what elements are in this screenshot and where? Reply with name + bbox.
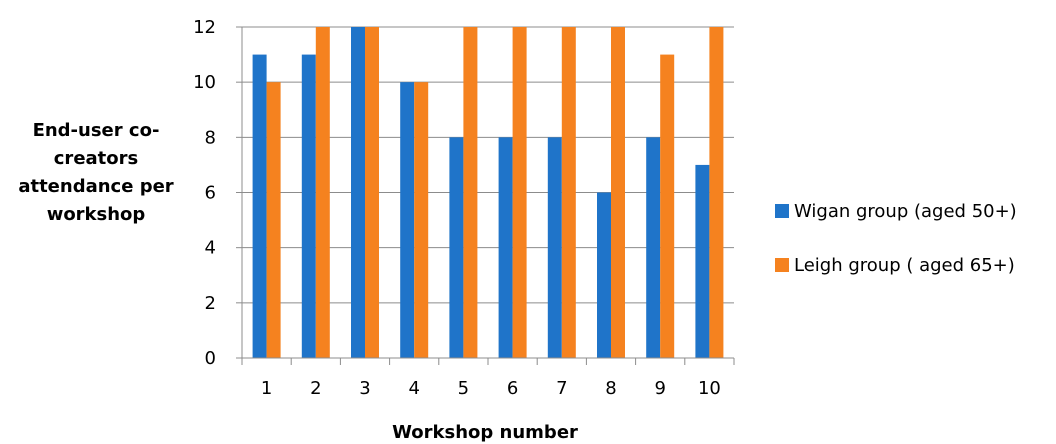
legend-label: Leigh group ( aged 65+) xyxy=(794,255,1015,276)
x-tick-label: 5 xyxy=(458,378,469,399)
bar-leigh-9 xyxy=(660,54,675,358)
bar-wigan-3 xyxy=(351,27,365,358)
axes xyxy=(236,26,735,365)
y-axis-title-line: workshop xyxy=(47,204,146,225)
legend-swatch xyxy=(775,258,789,272)
bar-wigan-2 xyxy=(301,54,316,358)
x-tick-label: 2 xyxy=(310,378,321,399)
y-axis-title-line: attendance per xyxy=(18,176,173,197)
x-tick-label: 4 xyxy=(408,378,419,399)
legend-label: Wigan group (aged 50+) xyxy=(794,201,1017,222)
x-tick-label: 8 xyxy=(605,378,616,399)
x-tick-label: 3 xyxy=(359,378,370,399)
bar-wigan-4 xyxy=(400,82,415,359)
bars xyxy=(252,27,724,359)
bar-wigan-8 xyxy=(597,192,611,358)
bar-leigh-7 xyxy=(561,27,576,358)
y-tick-label: 10 xyxy=(193,72,216,93)
y-tick-label: 0 xyxy=(205,348,216,369)
y-axis-title-line: End-user co- xyxy=(33,120,160,141)
y-tick-label: 12 xyxy=(193,17,216,38)
bar-wigan-7 xyxy=(547,137,562,358)
x-axis-title: Workshop number xyxy=(392,422,578,443)
x-tick-labels: 1 2 3 4 5 6 7 8 9 10 xyxy=(261,378,721,399)
y-tick-label: 8 xyxy=(205,127,216,148)
bar-leigh-4 xyxy=(414,82,429,359)
y-tick-label: 4 xyxy=(205,238,216,259)
bar-wigan-1 xyxy=(252,54,267,358)
legend-swatch xyxy=(775,204,789,218)
bar-leigh-10 xyxy=(709,27,724,358)
bar-leigh-8 xyxy=(611,27,625,358)
bar-leigh-1 xyxy=(266,82,281,359)
x-tick-label: 10 xyxy=(698,378,721,399)
y-axis-title-line: creators xyxy=(54,148,138,169)
x-tick-label: 1 xyxy=(261,378,272,399)
y-tick-label: 6 xyxy=(205,183,216,204)
y-axis-title: End-user co-creators attendance per worksh… xyxy=(18,120,173,225)
y-tick-label: 2 xyxy=(205,293,216,314)
y-tick-labels: 0 2 4 6 8 10 12 xyxy=(193,17,216,369)
bar-leigh-5 xyxy=(463,27,478,358)
x-tick-label: 7 xyxy=(556,378,567,399)
legend: Wigan group (aged 50+) Leigh group ( aged… xyxy=(775,201,1017,276)
bar-leigh-6 xyxy=(512,27,527,358)
bar-leigh-3 xyxy=(365,27,379,358)
x-tick-label: 9 xyxy=(654,378,665,399)
x-tick-label: 6 xyxy=(507,378,518,399)
bar-wigan-5 xyxy=(449,137,464,358)
bar-wigan-10 xyxy=(695,164,710,358)
bar-leigh-2 xyxy=(315,27,330,358)
bar-wigan-6 xyxy=(498,137,513,358)
bar-wigan-9 xyxy=(646,137,661,358)
